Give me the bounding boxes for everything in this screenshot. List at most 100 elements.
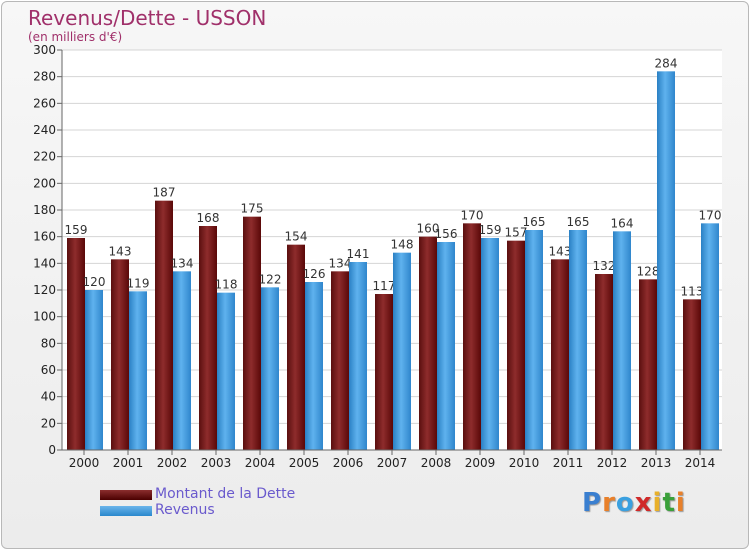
x-tick-label: 2011 [553,456,584,470]
data-label: 159 [65,223,88,237]
bar-revenus [613,231,631,450]
legend-swatch-revenus [100,506,152,516]
bar-dette [683,299,701,450]
data-label: 113 [681,284,704,298]
data-label: 165 [567,215,590,229]
data-label: 134 [171,256,194,270]
x-tick-label: 2008 [421,456,452,470]
bar-dette [551,259,569,450]
data-label: 164 [611,216,634,230]
x-tick-label: 2004 [245,456,276,470]
bar-dette [507,240,525,450]
x-axis: 2000 2001 2002 2003 2004 2005 2006 2007 2008 2009… [62,449,722,470]
data-label: 141 [347,247,370,261]
data-label: 170 [699,208,722,222]
data-label: 157 [505,226,528,240]
bar-dette [155,200,173,450]
logo-letter: o [615,488,635,518]
data-label: 160 [417,222,440,236]
bar-dette [375,294,393,450]
data-label: 120 [83,275,106,289]
x-tick-label: 2014 [685,456,716,470]
bar-revenus [85,290,103,450]
x-tick-label: 2002 [157,456,188,470]
x-tick-label: 2012 [597,456,628,470]
chart-title: Revenus/Dette - USSON [28,6,267,30]
x-tick-label: 2003 [201,456,232,470]
bar-revenus [701,223,719,450]
bar-dette [111,259,129,450]
y-tick-label: 300 [33,43,56,57]
data-label: 148 [391,238,414,252]
logo-letter: i [652,488,663,518]
x-tick-label: 2009 [465,456,496,470]
data-label: 165 [523,215,546,229]
x-tick-label: 2005 [289,456,320,470]
y-tick-label: 280 [33,70,56,84]
bar-revenus [173,271,191,450]
logo-letter: x [634,488,653,518]
bar-dette [419,236,437,450]
legend-label-revenus: Revenus [155,502,215,518]
data-label: 154 [285,230,308,244]
bar-dette [595,274,613,450]
legend-swatch-dette [100,490,152,500]
y-tick-label: 0 [48,443,56,457]
data-label: 122 [259,272,282,286]
data-label: 159 [479,223,502,237]
bar-revenus [349,262,367,450]
proxiti-logo: Proxiti [582,488,686,518]
y-tick-label: 260 [33,96,56,110]
y-tick-label: 100 [33,310,56,324]
y-tick-label: 80 [41,336,56,350]
y-tick-label: 40 [41,390,56,404]
bar-revenus [217,292,235,450]
y-tick-label: 180 [33,203,56,217]
bar-revenus [393,252,411,450]
bar-dette [639,279,657,450]
data-label: 175 [241,202,264,216]
y-axis: 0 20 40 60 80 100 120 140 160 180 200 220 240 260 280 3… [33,43,63,457]
bar-dette [287,244,305,450]
x-tick-label: 2006 [333,456,364,470]
bar-dette [463,223,481,450]
chart-subtitle: (en milliers d'€) [28,30,123,44]
bar-dette [67,238,85,450]
data-label: 118 [215,278,238,292]
y-tick-label: 120 [33,283,56,297]
data-label: 143 [549,244,572,258]
x-tick-label: 2007 [377,456,408,470]
data-label: 128 [637,264,660,278]
x-tick-label: 2000 [69,456,100,470]
x-tick-label: 2001 [113,456,144,470]
bar-dette [199,226,217,450]
bar-dette [243,216,261,450]
data-label: 284 [655,56,678,70]
data-label: 187 [153,186,176,200]
x-tick-label: 2013 [641,456,672,470]
bars: 1591201431191871341681181751221541261341… [65,56,722,450]
x-tick-label: 2010 [509,456,540,470]
data-label: 156 [435,227,458,241]
logo-letter: P [582,488,603,518]
bar-revenus [129,291,147,450]
y-tick-label: 140 [33,256,56,270]
bar-revenus [481,238,499,450]
bar-revenus [437,242,455,450]
bar-revenus [305,282,323,450]
data-label: 117 [373,279,396,293]
bar-revenus [569,230,587,450]
y-tick-label: 160 [33,230,56,244]
bar-dette [331,271,349,450]
data-label: 126 [303,267,326,281]
data-label: 132 [593,259,616,273]
legend-label-dette: Montant de la Dette [155,486,296,502]
data-label: 143 [109,244,132,258]
bar-revenus [261,287,279,450]
data-label: 168 [197,211,220,225]
data-label: 170 [461,208,484,222]
y-tick-label: 200 [33,176,56,190]
logo-letter: r [602,488,616,518]
bar-revenus [525,230,543,450]
